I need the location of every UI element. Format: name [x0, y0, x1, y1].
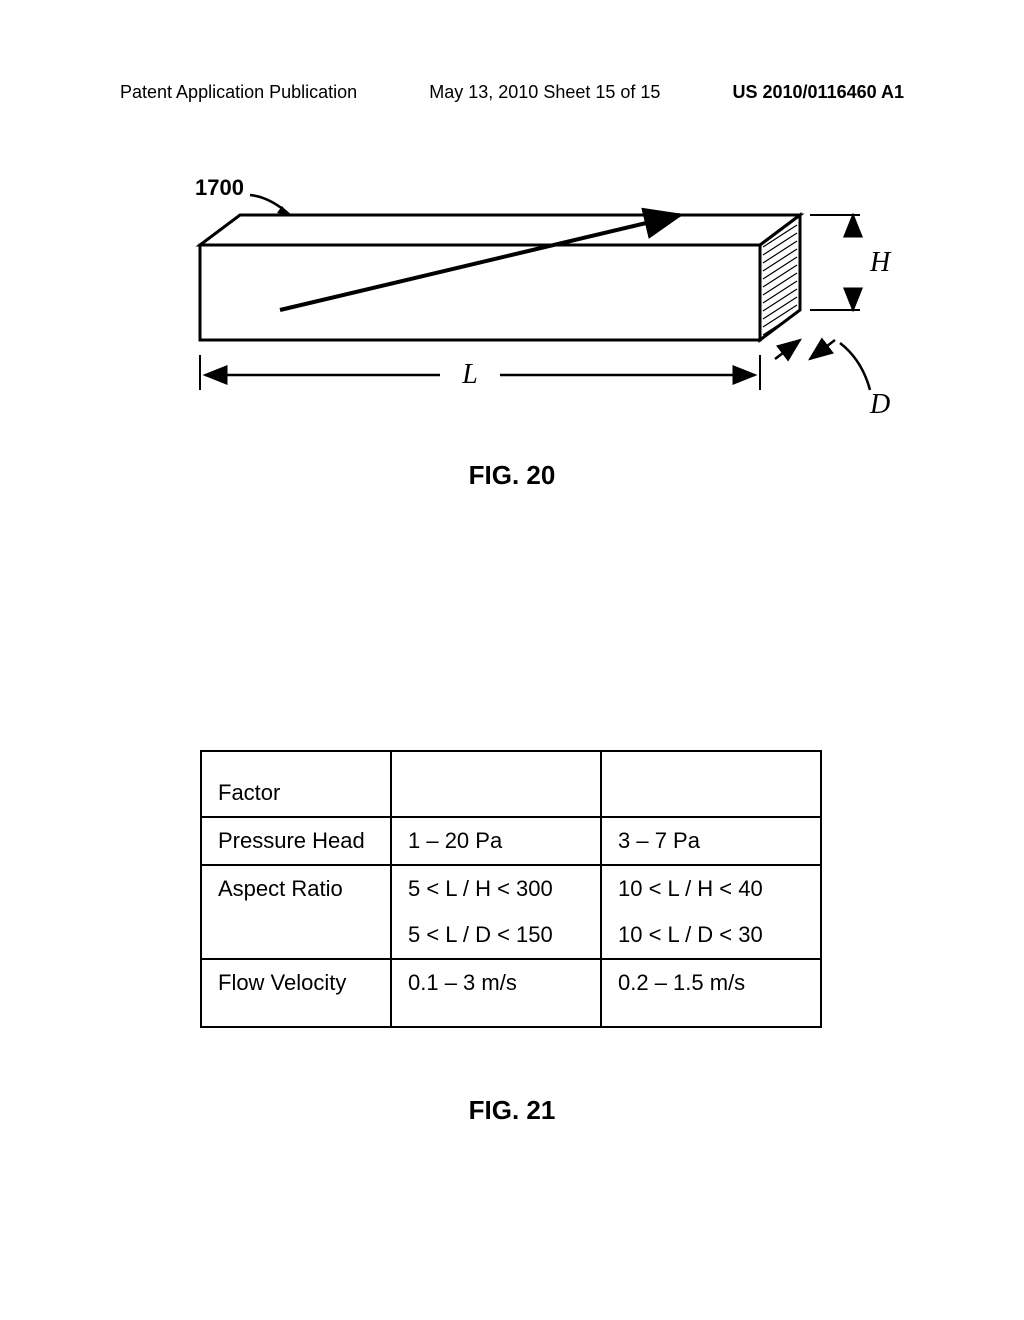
- table-cell: [391, 751, 601, 817]
- dim-L: L: [461, 359, 478, 390]
- table-cell: 3 – 7 Pa: [601, 817, 821, 865]
- table-cell: Pressure Head: [201, 817, 391, 865]
- table-cell: [601, 751, 821, 817]
- dim-D-leader: [840, 343, 870, 390]
- dim-D: D: [869, 389, 890, 420]
- header-mid: May 13, 2010 Sheet 15 of 15: [429, 82, 660, 103]
- figure-20: 1700 L H D: [140, 175, 900, 455]
- page-header: Patent Application Publication May 13, 2…: [0, 82, 1024, 103]
- ref-1700: 1700: [195, 175, 244, 200]
- table-cell: 0.1 – 3 m/s: [391, 959, 601, 1027]
- table-cell: 10 < L / H < 40: [601, 865, 821, 912]
- fig20-svg: 1700 L H D: [140, 175, 900, 455]
- table-cell: 5 < L / D < 150: [391, 912, 601, 959]
- box-front: [200, 245, 760, 340]
- header-left: Patent Application Publication: [120, 82, 357, 103]
- table-cell: 5 < L / H < 300: [391, 865, 601, 912]
- box-top: [200, 215, 800, 245]
- dim-H: H: [869, 247, 892, 278]
- hatch-right: [763, 225, 797, 335]
- table-cell: 0.2 – 1.5 m/s: [601, 959, 821, 1027]
- table-fig21: Factor Pressure Head 1 – 20 Pa 3 – 7 Pa …: [200, 750, 822, 1028]
- header-right: US 2010/0116460 A1: [733, 82, 904, 103]
- table-cell: Aspect Ratio: [201, 865, 391, 959]
- table-cell: 1 – 20 Pa: [391, 817, 601, 865]
- table-cell: Flow Velocity: [201, 959, 391, 1027]
- tail-line: [600, 990, 602, 1015]
- tail-line: [390, 990, 392, 1015]
- fig20-caption: FIG. 20: [0, 460, 1024, 491]
- fig21-caption: FIG. 21: [0, 1095, 1024, 1126]
- table-cell: Factor: [201, 751, 391, 817]
- table-cell: 10 < L / D < 30: [601, 912, 821, 959]
- flow-arrow: [280, 215, 680, 310]
